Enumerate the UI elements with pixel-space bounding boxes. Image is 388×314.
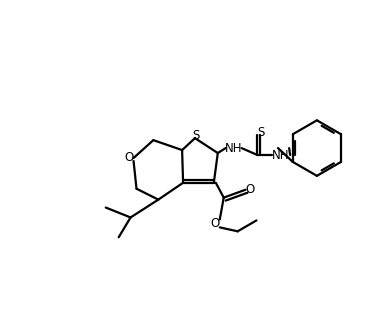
Text: O: O (246, 183, 255, 196)
Text: O: O (210, 217, 220, 230)
Text: NH: NH (225, 142, 242, 154)
Text: S: S (192, 129, 200, 142)
Text: S: S (258, 126, 265, 139)
Text: O: O (124, 151, 133, 165)
Text: NH: NH (272, 149, 289, 161)
